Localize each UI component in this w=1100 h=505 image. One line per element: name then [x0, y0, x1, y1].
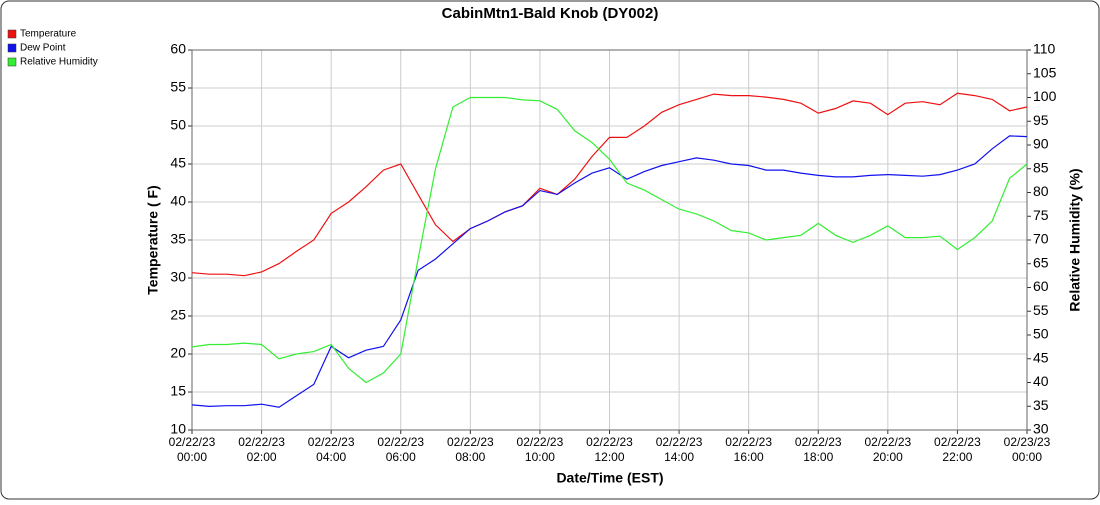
- y2-tick-label: 50: [1033, 326, 1049, 342]
- x-tick-label: 02/22/23 16:00: [725, 435, 772, 464]
- y2-tick-label: 60: [1033, 278, 1049, 294]
- y2-tick-label: 80: [1033, 183, 1049, 199]
- x-tick-label: 02/22/23 02:00: [238, 435, 285, 464]
- y-tick-label: 50: [170, 117, 186, 133]
- x-tick-label: 02/22/23 06:00: [377, 435, 424, 464]
- x-axis-title: Date/Time (EST): [556, 470, 663, 486]
- legend-label: Relative Humidity: [20, 57, 98, 68]
- x-tick-label: 02/22/23 04:00: [308, 435, 355, 464]
- y-tick-label: 20: [170, 345, 186, 361]
- legend-swatch: [7, 29, 17, 39]
- x-tick-label: 02/23/23 00:00: [1004, 435, 1051, 464]
- x-tick-label: 02/22/23 10:00: [517, 435, 564, 464]
- y-tick-label: 60: [170, 41, 186, 57]
- series-line: [191, 92, 1028, 277]
- y2-tick-label: 105: [1033, 64, 1057, 80]
- legend-swatch: [7, 57, 17, 67]
- y2-tick-label: 35: [1033, 397, 1049, 413]
- legend-label: Temperature: [20, 29, 77, 40]
- y-tick-label: 35: [170, 231, 186, 247]
- legend-swatch: [7, 43, 17, 53]
- y-tick-label: 30: [170, 269, 186, 285]
- x-tick-label: 02/22/23 14:00: [656, 435, 703, 464]
- series-line: [191, 135, 1028, 408]
- y-tick-label: 15: [170, 383, 186, 399]
- y2-tick-label: 70: [1033, 231, 1049, 247]
- x-tick-label: 02/22/23 22:00: [934, 435, 981, 464]
- x-tick-label: 02/22/23 00:00: [169, 435, 216, 464]
- y2-tick-label: 95: [1033, 112, 1049, 128]
- y2-tick-label: 45: [1033, 349, 1049, 365]
- y-axis-title: Temperature ( F): [145, 185, 161, 294]
- y-tick-label: 25: [170, 307, 186, 323]
- legend-label: Dew Point: [20, 43, 66, 54]
- y-tick-label: 45: [170, 155, 186, 171]
- y2-tick-label: 40: [1033, 373, 1049, 389]
- y-tick-label: 40: [170, 193, 186, 209]
- y2-tick-label: 90: [1033, 136, 1049, 152]
- y2-axis-title: Relative Humidity (%): [1067, 168, 1083, 311]
- y2-tick-label: 110: [1033, 41, 1056, 57]
- y2-tick-label: 100: [1033, 88, 1057, 104]
- x-tick-label: 02/22/23 08:00: [447, 435, 494, 464]
- x-tick-label: 02/22/23 12:00: [586, 435, 633, 464]
- x-tick-label: 02/22/23 18:00: [795, 435, 842, 464]
- series-line: [191, 96, 1028, 384]
- y2-tick-label: 55: [1033, 302, 1049, 318]
- y-tick-label: 55: [170, 79, 186, 95]
- x-tick-label: 02/22/23 20:00: [864, 435, 911, 464]
- y2-tick-label: 85: [1033, 159, 1049, 175]
- y-tick-label: 10: [170, 421, 186, 437]
- chart-title: CabinMtn1-Bald Knob (DY002): [442, 5, 659, 22]
- y2-tick-label: 30: [1033, 421, 1049, 437]
- plot-area: [191, 49, 1028, 431]
- y2-tick-label: 65: [1033, 254, 1049, 270]
- y2-tick-label: 75: [1033, 207, 1049, 223]
